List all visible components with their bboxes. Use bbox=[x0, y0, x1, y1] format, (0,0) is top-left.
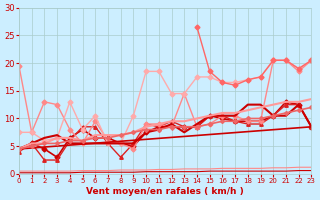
X-axis label: Vent moyen/en rafales ( km/h ): Vent moyen/en rafales ( km/h ) bbox=[86, 187, 244, 196]
